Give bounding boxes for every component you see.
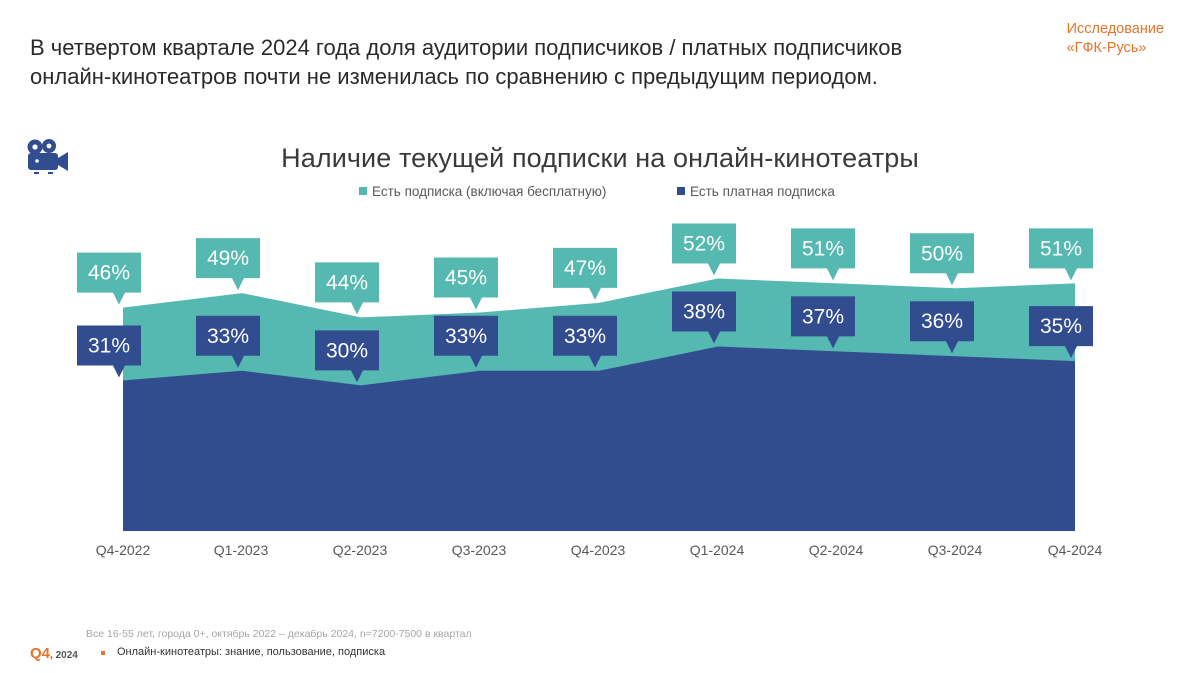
callout-subscription-Q4-2023 — [553, 247, 617, 300]
callout-paid-Q4-2023 — [553, 315, 617, 368]
data-label-subscription-Q3-2024: 50% — [921, 242, 963, 265]
x-tick-label-Q3-2024: Q3-2024 — [928, 542, 983, 558]
callout-subscription-Q4-2022 — [77, 252, 141, 305]
data-label-subscription-Q4-2024: 51% — [1040, 237, 1082, 260]
callout-paid-Q1-2023 — [196, 315, 260, 368]
callout-paid-Q2-2023 — [315, 330, 379, 383]
area-series-paid — [123, 346, 1075, 531]
data-label-paid-Q2-2024: 37% — [802, 305, 844, 328]
data-label-subscription-Q2-2023: 44% — [326, 271, 368, 294]
legend-label-paid: Есть платная подписка — [690, 184, 835, 199]
legend-label-subscription: Есть подписка (включая бесплатную) — [372, 184, 607, 199]
legend-item-subscription: Есть подписка (включая бесплатную) — [359, 184, 606, 199]
headline: В четвертом квартале 2024 года доля ауди… — [30, 33, 990, 91]
footer-bullet — [101, 651, 105, 655]
data-label-paid-Q3-2023: 33% — [445, 325, 487, 348]
data-label-subscription-Q4-2022: 46% — [88, 262, 130, 285]
x-tick-label-Q1-2024: Q1-2024 — [690, 542, 745, 558]
footer-period-year: , 2024 — [50, 650, 78, 661]
x-tick-label-Q4-2022: Q4-2022 — [96, 542, 151, 558]
brand-line-2: «ГФК-Русь» — [1066, 40, 1147, 56]
legend-swatch-teal — [359, 187, 367, 195]
data-label-paid-Q1-2024: 38% — [683, 301, 725, 324]
video-camera-icon — [27, 139, 68, 174]
callout-paid-Q4-2024 — [1029, 306, 1093, 359]
callout-paid-Q4-2022 — [77, 325, 141, 378]
callout-paid-Q3-2023 — [434, 315, 498, 368]
data-label-subscription-Q3-2023: 45% — [445, 267, 487, 290]
callout-subscription-Q2-2023 — [315, 262, 379, 315]
callout-subscription-Q1-2024 — [672, 223, 736, 276]
footnote-sample: Все 16-55 лет, города 0+, октябрь 2022 –… — [86, 628, 472, 640]
x-tick-label-Q1-2023: Q1-2023 — [214, 542, 269, 558]
data-label-paid-Q1-2023: 33% — [207, 325, 249, 348]
data-label-paid-Q2-2023: 30% — [326, 339, 368, 362]
area-chart: 46% 49% 44% 45% 47% 52% 51% 50% 51% 31% 33% 30% 33% 3… — [77, 223, 1103, 558]
footer-report-title: Онлайн-кинотеатры: знание, пользование, … — [117, 646, 386, 658]
x-tick-label-Q2-2023: Q2-2023 — [333, 542, 388, 558]
callout-subscription-Q4-2024 — [1029, 228, 1093, 281]
data-label-subscription-Q4-2023: 47% — [564, 257, 606, 280]
legend-item-paid: Есть платная подписка — [677, 184, 835, 199]
x-tick-label-Q2-2024: Q2-2024 — [809, 542, 864, 558]
callout-subscription-Q1-2023 — [196, 238, 260, 291]
footer-period-quarter: Q4 — [30, 645, 51, 662]
x-tick-label-Q3-2023: Q3-2023 — [452, 542, 507, 558]
callout-paid-Q1-2024 — [672, 291, 736, 344]
data-label-subscription-Q1-2024: 52% — [683, 233, 725, 256]
headline-line-2: онлайн-кинотеатров почти не изменилась п… — [30, 64, 878, 89]
x-tick-label-Q4-2024: Q4-2024 — [1048, 542, 1103, 558]
callout-subscription-Q2-2024 — [791, 228, 855, 281]
data-label-subscription-Q2-2024: 51% — [802, 237, 844, 260]
footer-period: Q4, 2024 — [30, 645, 78, 663]
x-tick-label-Q4-2023: Q4-2023 — [571, 542, 626, 558]
data-label-paid-Q4-2022: 31% — [88, 334, 130, 357]
data-label-subscription-Q1-2023: 49% — [207, 247, 249, 270]
chart-title: Наличие текущей подписки на онлайн-кинот… — [281, 143, 919, 173]
data-label-paid-Q3-2024: 36% — [921, 310, 963, 333]
callout-subscription-Q3-2024 — [910, 233, 974, 286]
callout-paid-Q3-2024 — [910, 301, 974, 354]
callout-paid-Q2-2024 — [791, 296, 855, 349]
callout-subscription-Q3-2023 — [434, 257, 498, 310]
headline-line-1: В четвертом квартале 2024 года доля ауди… — [30, 35, 903, 60]
data-label-paid-Q4-2023: 33% — [564, 325, 606, 348]
brand-line-1: Исследование — [1066, 21, 1164, 37]
legend: Есть подписка (включая бесплатную) Есть … — [0, 184, 1200, 204]
brand: Исследование «ГФК-Русь» — [1067, 20, 1164, 58]
legend-swatch-navy — [677, 187, 685, 195]
data-label-paid-Q4-2024: 35% — [1040, 315, 1082, 338]
